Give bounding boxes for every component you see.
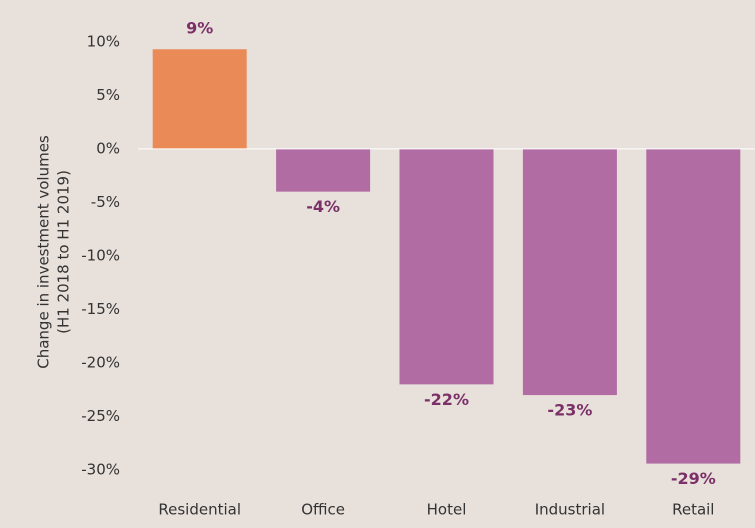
y-tick-label: -10%	[81, 246, 120, 264]
y-tick-label: -5%	[91, 193, 120, 211]
value-label: 9%	[186, 19, 213, 38]
value-label: -23%	[547, 401, 592, 420]
y-tick-label: -20%	[81, 353, 120, 371]
value-label: -29%	[671, 469, 716, 488]
x-tick-label: Industrial	[535, 501, 605, 519]
y-tick-label: -30%	[81, 461, 120, 479]
y-tick-label: 5%	[96, 86, 120, 104]
x-tick-label: Residential	[158, 501, 241, 519]
y-tick-label: -15%	[81, 300, 120, 318]
bar	[646, 148, 741, 464]
x-tick-label: Retail	[672, 501, 714, 519]
y-axis-label: Change in investment volumes	[35, 135, 53, 369]
value-label: -22%	[424, 390, 469, 409]
x-tick-label: Office	[301, 501, 345, 519]
y-axis-label: (H1 2018 to H1 2019)	[55, 170, 73, 334]
y-tick-label: 10%	[87, 32, 120, 50]
value-label: -4%	[306, 197, 340, 216]
bar	[399, 148, 494, 385]
y-tick-label: -25%	[81, 407, 120, 425]
bar	[152, 49, 247, 149]
bar	[276, 148, 371, 192]
y-tick-label: 0%	[96, 139, 120, 157]
x-tick-label: Hotel	[427, 501, 467, 519]
bar	[522, 148, 617, 396]
